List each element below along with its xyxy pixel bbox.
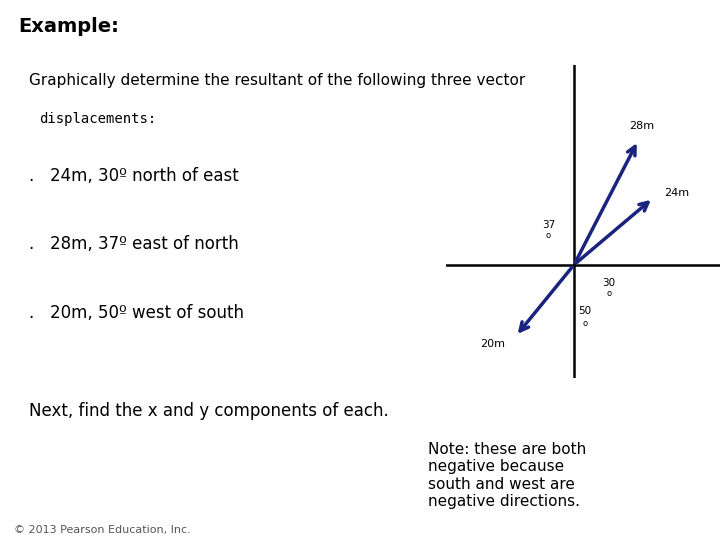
Text: © 2013 Pearson Education, Inc.: © 2013 Pearson Education, Inc. bbox=[14, 525, 191, 535]
Text: 30: 30 bbox=[602, 278, 616, 288]
Text: o: o bbox=[546, 231, 551, 240]
Text: Example:: Example: bbox=[18, 17, 119, 36]
Text: o: o bbox=[582, 319, 588, 328]
Text: .   28m, 37º east of north: . 28m, 37º east of north bbox=[29, 235, 238, 253]
Text: o: o bbox=[606, 289, 611, 298]
Text: Next, find the x and y components of each.: Next, find the x and y components of eac… bbox=[29, 402, 389, 421]
Text: 20m: 20m bbox=[480, 339, 505, 349]
Text: 24m: 24m bbox=[664, 188, 689, 198]
Text: 28m: 28m bbox=[629, 121, 654, 131]
Text: .   24m, 30º north of east: . 24m, 30º north of east bbox=[29, 166, 238, 185]
Text: 37: 37 bbox=[542, 220, 555, 229]
Text: Note: these are both
negative because
south and west are
negative directions.: Note: these are both negative because so… bbox=[428, 442, 587, 509]
Text: displacements:: displacements: bbox=[40, 112, 157, 126]
Text: Graphically determine the resultant of the following three vector: Graphically determine the resultant of t… bbox=[29, 73, 525, 88]
Text: 50: 50 bbox=[578, 306, 592, 316]
Text: .   20m, 50º west of south: . 20m, 50º west of south bbox=[29, 304, 244, 322]
